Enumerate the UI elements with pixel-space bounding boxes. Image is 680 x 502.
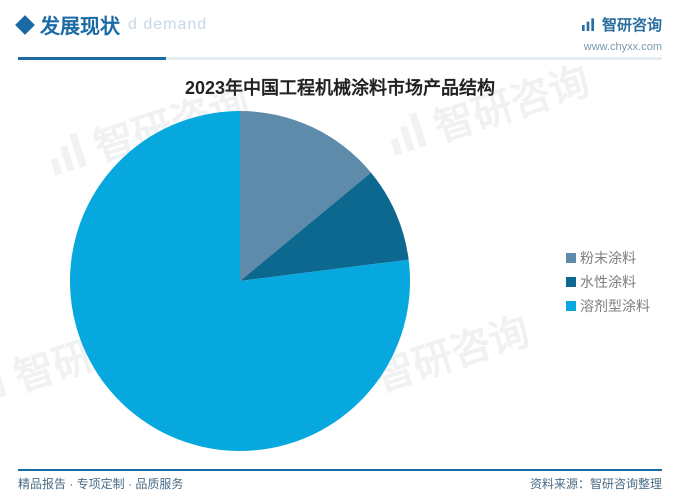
legend-swatch-icon	[566, 301, 576, 311]
legend-label: 溶剂型涂料	[580, 294, 650, 318]
header: 发展现状 d demand 智研咨询	[0, 0, 680, 45]
header-rule	[18, 57, 662, 60]
legend-item-2: 溶剂型涂料	[566, 294, 650, 318]
header-brand-block: 智研咨询	[580, 14, 662, 35]
footer: 精品报告 · 专项定制 · 品质服务 资料来源：智研咨询整理	[18, 469, 662, 492]
chart-title: 2023年中国工程机械涂料市场产品结构	[0, 74, 680, 100]
brand-name: 智研咨询	[602, 14, 662, 35]
brand-url: www.chyxx.com	[0, 41, 680, 53]
legend-item-1: 水性涂料	[566, 270, 650, 294]
header-rule-fill	[18, 57, 166, 60]
legend-swatch-icon	[566, 253, 576, 263]
legend: 粉末涂料水性涂料溶剂型涂料	[566, 246, 650, 318]
legend-label: 水性涂料	[580, 270, 636, 294]
pie-chart	[40, 106, 440, 461]
footer-rule	[18, 469, 662, 471]
header-subtitle: d demand	[128, 16, 207, 34]
legend-label: 粉末涂料	[580, 246, 636, 270]
header-title: 发展现状	[40, 10, 120, 39]
brand-logo-icon	[580, 17, 596, 33]
chart-area: 粉末涂料水性涂料溶剂型涂料	[0, 106, 680, 466]
header-left: 发展现状 d demand	[18, 10, 207, 39]
footer-right: 资料来源：智研咨询整理	[530, 475, 662, 492]
legend-swatch-icon	[566, 277, 576, 287]
header-diamond-icon	[15, 15, 35, 35]
legend-item-0: 粉末涂料	[566, 246, 650, 270]
footer-left: 精品报告 · 专项定制 · 品质服务	[18, 475, 183, 492]
